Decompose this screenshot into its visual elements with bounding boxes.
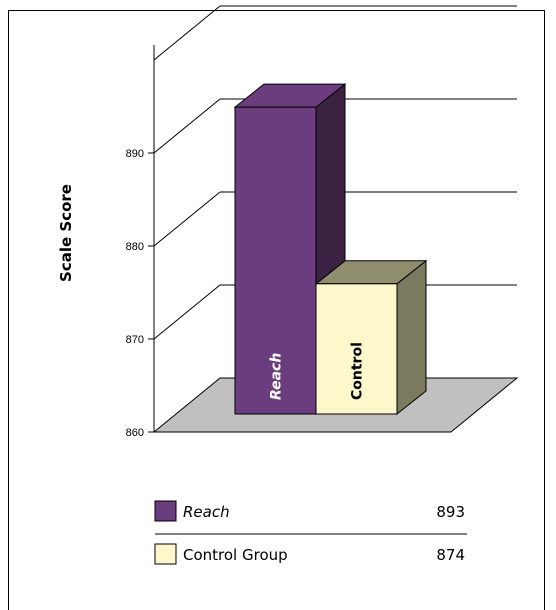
bar-label: Control bbox=[350, 342, 366, 400]
gridlines: 860 870 880 890 bbox=[126, 5, 517, 439]
y-tick-label: 860 bbox=[126, 427, 144, 439]
legend: Reach 893 Control Group 874 bbox=[154, 500, 467, 565]
y-axis-label: Scale Score bbox=[57, 184, 75, 282]
bar-reach: Reach bbox=[233, 83, 347, 416]
gridline-diagonal bbox=[153, 98, 221, 154]
bars: Reach Control bbox=[233, 83, 428, 416]
y-tick-label: 870 bbox=[126, 334, 144, 346]
legend-swatch-control bbox=[154, 543, 177, 565]
legend-value-control: 874 bbox=[436, 546, 465, 564]
gridline-diagonal bbox=[153, 191, 221, 247]
bar-side bbox=[396, 259, 427, 416]
legend-label-control: Control Group bbox=[183, 546, 288, 564]
legend-value-reach: 893 bbox=[436, 503, 465, 521]
legend-swatch-reach bbox=[154, 500, 177, 522]
y-tick-label: 880 bbox=[126, 241, 144, 253]
gridline-diagonal bbox=[153, 284, 221, 340]
bar-front bbox=[234, 106, 317, 415]
y-tick-label: 890 bbox=[126, 148, 144, 160]
gridline-diagonal bbox=[153, 5, 221, 61]
bar-front bbox=[315, 283, 398, 415]
chart-frame bbox=[8, 10, 545, 610]
legend-label-reach: Reach bbox=[183, 503, 230, 521]
bar-label: Reach bbox=[269, 353, 285, 400]
bar-control: Control bbox=[314, 259, 428, 416]
